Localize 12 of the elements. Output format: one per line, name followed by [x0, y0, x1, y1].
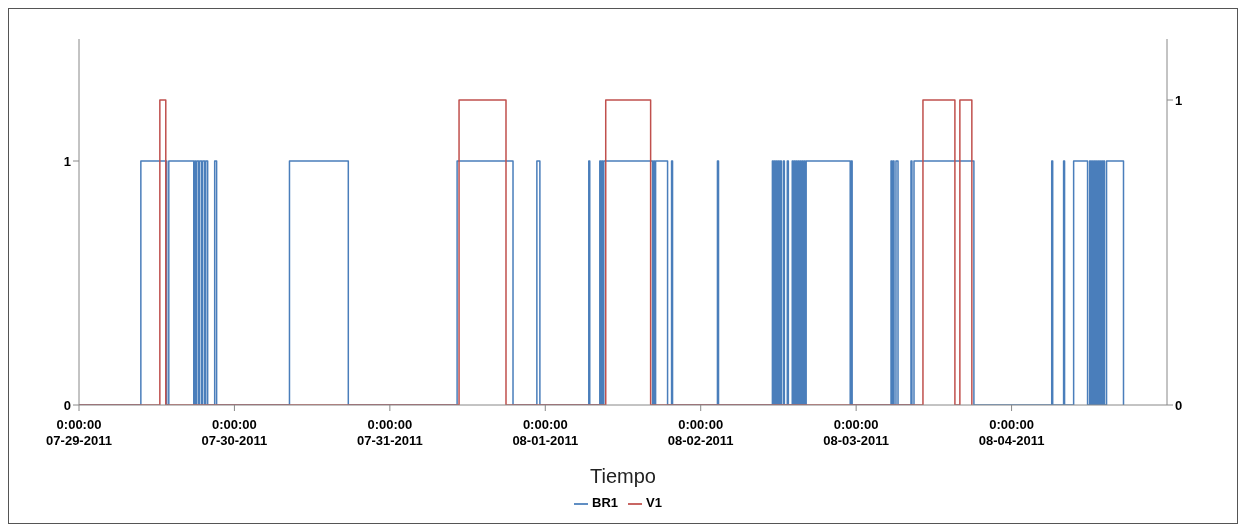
x-tick-label: 0:00:00 07-31-2011	[356, 417, 423, 448]
x-axis-title: Tiempo	[590, 465, 656, 487]
x-tick-label: 0:00:00 07-29-2011	[46, 417, 112, 448]
y2-tick-label: 1	[1175, 92, 1183, 108]
x-tick-label: 0:00:00 08-01-2011	[512, 417, 579, 448]
x-tick-label: 0:00:00 08-02-2011	[667, 417, 734, 448]
legend-label: V1	[646, 495, 662, 510]
x-tick-label: 0:00:00 07-30-2011	[201, 417, 268, 448]
x-tick-label: 0:00:00 08-04-2011	[978, 417, 1045, 448]
legend-label: BR1	[592, 495, 619, 510]
y2-tick-label: 0	[1175, 397, 1183, 413]
x-tick-label: 0:00:00 08-03-2011	[823, 417, 890, 448]
